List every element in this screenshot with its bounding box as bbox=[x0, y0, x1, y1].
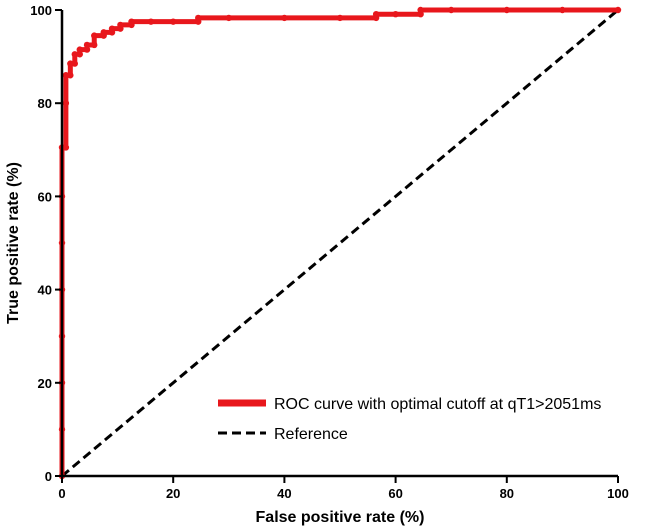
roc-point bbox=[281, 14, 288, 22]
roc-point bbox=[62, 72, 70, 79]
ticks: 0 20 40 60 80 100 0 20 40 60 80 100 bbox=[30, 3, 629, 501]
roc-point bbox=[71, 60, 78, 67]
roc-point bbox=[372, 10, 380, 18]
y-tick-label: 40 bbox=[38, 283, 52, 298]
legend-label-roc: ROC curve with optimal cutoff at qT1>205… bbox=[274, 396, 601, 413]
roc-point bbox=[62, 100, 70, 107]
roc-point bbox=[83, 46, 91, 53]
roc-point bbox=[117, 21, 124, 29]
roc-point bbox=[83, 41, 91, 49]
y-tick-label: 60 bbox=[38, 189, 52, 204]
x-tick-label: 40 bbox=[277, 486, 291, 501]
roc-point bbox=[417, 6, 424, 14]
roc-point bbox=[147, 18, 155, 25]
y-tick-label: 0 bbox=[45, 469, 52, 484]
roc-point bbox=[67, 60, 74, 67]
x-tick-label: 80 bbox=[500, 486, 514, 501]
x-tick-label: 100 bbox=[607, 486, 629, 501]
roc-point bbox=[336, 14, 344, 22]
roc-point bbox=[100, 29, 107, 36]
y-tick-label: 80 bbox=[38, 96, 52, 111]
plot-area bbox=[58, 6, 622, 480]
roc-point bbox=[91, 41, 98, 49]
x-axis-label: False positive rate (%) bbox=[256, 509, 425, 526]
roc-point bbox=[128, 18, 135, 25]
roc-point bbox=[392, 10, 399, 18]
legend: ROC curve with optimal cutoff at qT1>205… bbox=[218, 396, 601, 443]
roc-point bbox=[71, 51, 78, 58]
axes bbox=[60, 10, 618, 478]
roc-point bbox=[76, 46, 83, 53]
reference-line bbox=[61, 8, 619, 478]
roc-point bbox=[67, 72, 74, 79]
roc-point bbox=[614, 6, 622, 14]
roc-point bbox=[170, 18, 177, 25]
y-tick-label: 100 bbox=[30, 3, 52, 18]
roc-point bbox=[91, 32, 98, 39]
x-tick-label: 0 bbox=[58, 486, 65, 501]
roc-point bbox=[108, 25, 116, 32]
x-tick-label: 60 bbox=[388, 486, 402, 501]
legend-label-reference: Reference bbox=[274, 426, 348, 443]
y-tick-label: 20 bbox=[38, 376, 52, 391]
roc-point bbox=[76, 51, 83, 58]
roc-point bbox=[62, 144, 70, 151]
roc-point bbox=[559, 6, 566, 14]
roc-point bbox=[225, 14, 232, 22]
y-axis-label: True positive rate (%) bbox=[5, 162, 22, 324]
roc-point bbox=[195, 14, 202, 22]
roc-point bbox=[503, 6, 510, 14]
roc-point bbox=[448, 6, 455, 14]
x-tick-label: 20 bbox=[166, 486, 180, 501]
